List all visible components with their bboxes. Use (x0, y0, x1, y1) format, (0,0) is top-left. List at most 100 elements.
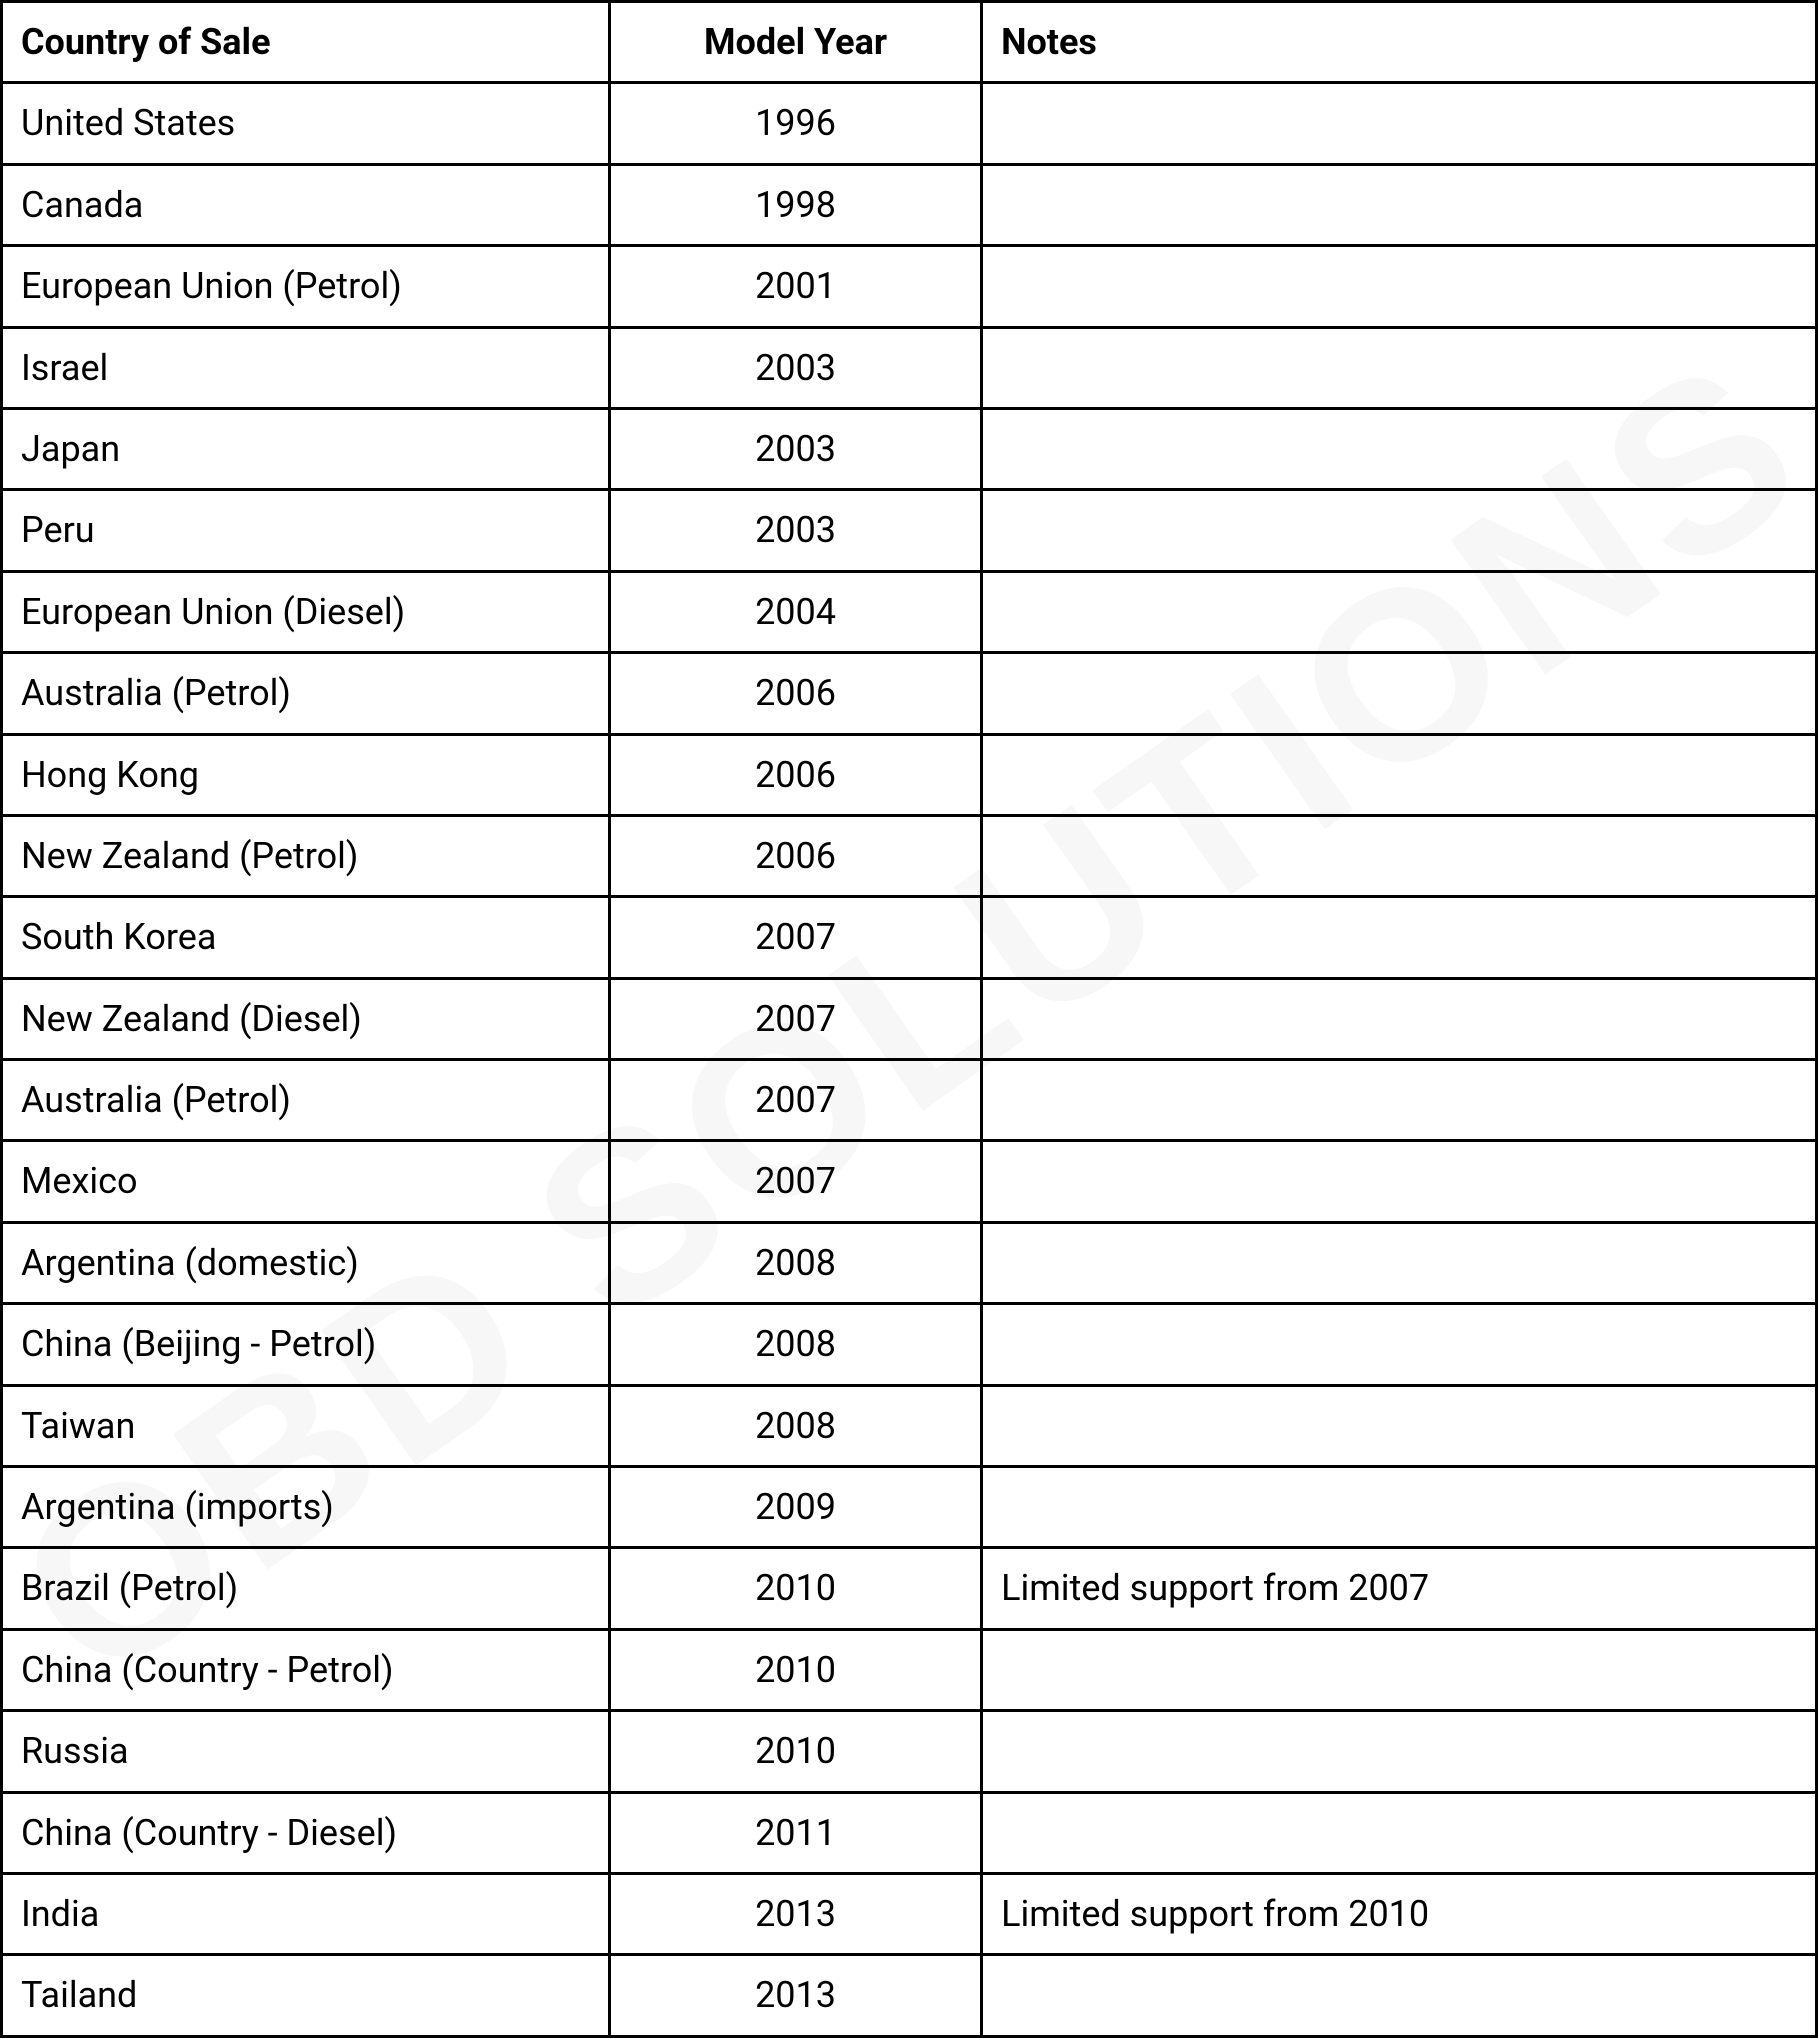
cell-country: Argentina (domestic) (2, 1222, 610, 1303)
cell-country: Israel (2, 327, 610, 408)
cell-notes (982, 327, 1817, 408)
cell-notes (982, 1141, 1817, 1222)
cell-year: 2003 (610, 490, 982, 571)
cell-country: China (Country - Petrol) (2, 1629, 610, 1710)
cell-year: 2001 (610, 246, 982, 327)
table-row: Canada 1998 (2, 164, 1817, 245)
cell-country: Taiwan (2, 1385, 610, 1466)
cell-year: 2010 (610, 1711, 982, 1792)
cell-notes (982, 83, 1817, 164)
table-row: Peru 2003 (2, 490, 1817, 571)
table-row: South Korea 2007 (2, 897, 1817, 978)
table-body: United States 1996 Canada 1998 European … (2, 83, 1817, 2036)
cell-country: Peru (2, 490, 610, 571)
table-row: United States 1996 (2, 83, 1817, 164)
table-row: Brazil (Petrol) 2010 Limited support fro… (2, 1548, 1817, 1629)
table-container: Country of Sale Model Year Notes United … (0, 0, 1818, 2038)
cell-country: Brazil (Petrol) (2, 1548, 610, 1629)
table-row: Argentina (imports) 2009 (2, 1467, 1817, 1548)
cell-notes (982, 734, 1817, 815)
cell-notes (982, 490, 1817, 571)
cell-country: New Zealand (Diesel) (2, 978, 610, 1059)
table-row: European Union (Diesel) 2004 (2, 571, 1817, 652)
cell-year: 2010 (610, 1548, 982, 1629)
cell-country: Canada (2, 164, 610, 245)
table-row: Israel 2003 (2, 327, 1817, 408)
cell-year: 2003 (610, 408, 982, 489)
table-row: Hong Kong 2006 (2, 734, 1817, 815)
cell-notes (982, 1711, 1817, 1792)
cell-country: Tailand (2, 1955, 610, 2036)
header-notes: Notes (982, 2, 1817, 83)
cell-year: 2006 (610, 734, 982, 815)
table-row: Mexico 2007 (2, 1141, 1817, 1222)
cell-year: 1996 (610, 83, 982, 164)
table-row: Taiwan 2008 (2, 1385, 1817, 1466)
cell-notes: Limited support from 2010 (982, 1873, 1817, 1954)
cell-year: 2011 (610, 1792, 982, 1873)
cell-year: 2007 (610, 897, 982, 978)
cell-country: Argentina (imports) (2, 1467, 610, 1548)
obd-compatibility-table: Country of Sale Model Year Notes United … (0, 0, 1818, 2038)
cell-notes (982, 1792, 1817, 1873)
cell-country: Russia (2, 1711, 610, 1792)
cell-notes (982, 164, 1817, 245)
cell-country: Japan (2, 408, 610, 489)
table-row: Australia (Petrol) 2007 (2, 1060, 1817, 1141)
table-row: India 2013 Limited support from 2010 (2, 1873, 1817, 1954)
table-row: Tailand 2013 (2, 1955, 1817, 2036)
table-row: Russia 2010 (2, 1711, 1817, 1792)
cell-notes (982, 1060, 1817, 1141)
cell-country: New Zealand (Petrol) (2, 815, 610, 896)
cell-notes (982, 1629, 1817, 1710)
cell-notes (982, 1385, 1817, 1466)
cell-year: 2006 (610, 653, 982, 734)
table-row: Japan 2003 (2, 408, 1817, 489)
cell-notes (982, 653, 1817, 734)
cell-country: Australia (Petrol) (2, 1060, 610, 1141)
cell-country: United States (2, 83, 610, 164)
cell-year: 2008 (610, 1222, 982, 1303)
cell-year: 2003 (610, 327, 982, 408)
cell-notes (982, 815, 1817, 896)
cell-year: 2007 (610, 978, 982, 1059)
header-year: Model Year (610, 2, 982, 83)
table-row: New Zealand (Diesel) 2007 (2, 978, 1817, 1059)
cell-notes: Limited support from 2007 (982, 1548, 1817, 1629)
cell-year: 2007 (610, 1060, 982, 1141)
cell-country: European Union (Petrol) (2, 246, 610, 327)
cell-year: 2013 (610, 1873, 982, 1954)
cell-country: Mexico (2, 1141, 610, 1222)
cell-year: 2008 (610, 1304, 982, 1385)
cell-year: 2007 (610, 1141, 982, 1222)
cell-year: 2010 (610, 1629, 982, 1710)
cell-notes (982, 978, 1817, 1059)
cell-year: 2008 (610, 1385, 982, 1466)
table-row: Australia (Petrol) 2006 (2, 653, 1817, 734)
cell-notes (982, 1222, 1817, 1303)
cell-year: 2013 (610, 1955, 982, 2036)
cell-year: 2009 (610, 1467, 982, 1548)
table-row: European Union (Petrol) 2001 (2, 246, 1817, 327)
cell-notes (982, 408, 1817, 489)
table-row: China (Country - Diesel) 2011 (2, 1792, 1817, 1873)
cell-notes (982, 246, 1817, 327)
cell-country: European Union (Diesel) (2, 571, 610, 652)
cell-notes (982, 1467, 1817, 1548)
table-row: Argentina (domestic) 2008 (2, 1222, 1817, 1303)
cell-country: China (Beijing - Petrol) (2, 1304, 610, 1385)
cell-notes (982, 571, 1817, 652)
table-row: New Zealand (Petrol) 2006 (2, 815, 1817, 896)
cell-country: South Korea (2, 897, 610, 978)
cell-year: 2004 (610, 571, 982, 652)
cell-notes (982, 897, 1817, 978)
cell-country: China (Country - Diesel) (2, 1792, 610, 1873)
table-header-row: Country of Sale Model Year Notes (2, 2, 1817, 83)
cell-year: 1998 (610, 164, 982, 245)
table-row: China (Country - Petrol) 2010 (2, 1629, 1817, 1710)
cell-year: 2006 (610, 815, 982, 896)
header-country: Country of Sale (2, 2, 610, 83)
cell-notes (982, 1955, 1817, 2036)
table-row: China (Beijing - Petrol) 2008 (2, 1304, 1817, 1385)
cell-country: India (2, 1873, 610, 1954)
